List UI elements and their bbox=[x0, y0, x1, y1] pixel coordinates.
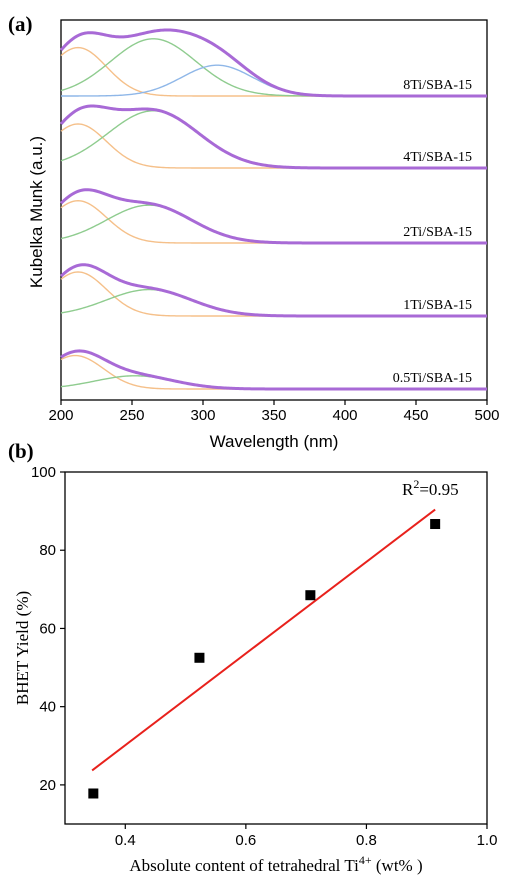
data-point-3 bbox=[305, 590, 315, 600]
x-tick-label-350: 350 bbox=[261, 407, 286, 424]
x-tick-label-450: 450 bbox=[403, 407, 428, 424]
panel-b-label: (b) bbox=[8, 439, 34, 463]
data-point-2 bbox=[194, 653, 204, 663]
x-tick-label-250: 250 bbox=[119, 407, 144, 424]
panel-b-x-ticks: 0.4 0.6 0.8 1.0 bbox=[115, 824, 498, 849]
x-tick-label-1: 1.0 bbox=[477, 832, 498, 849]
panel-a-label: (a) bbox=[8, 12, 33, 36]
x-tick-label-0.8: 0.8 bbox=[356, 832, 377, 849]
panel-a-series-labels: 8Ti/SBA-15 4Ti/SBA-15 2Ti/SBA-15 1Ti/SBA-15… bbox=[393, 78, 472, 386]
data-point-1 bbox=[88, 788, 98, 798]
panel-b-y-ticks: 20 40 60 80 100 bbox=[31, 464, 65, 794]
panel-a-x-axis-label: Wavelength (nm) bbox=[210, 432, 339, 451]
x-tick-label-0.6: 0.6 bbox=[235, 832, 256, 849]
4ti-sba-15-label: 4Ti/SBA-15 bbox=[403, 150, 472, 165]
x-tick-label-400: 400 bbox=[332, 407, 357, 424]
y-tick-label-20: 20 bbox=[39, 777, 56, 794]
panel-a: (a) 200 250 300 350 400 450 500 8Ti/SBA-15 4Ti/… bbox=[8, 12, 500, 451]
panel-b-y-axis-label: BHET Yield (%) bbox=[13, 591, 32, 705]
linear-fit-line bbox=[92, 510, 435, 771]
0-5ti-sba-15-label: 0.5Ti/SBA-15 bbox=[393, 371, 472, 386]
y-tick-label-100: 100 bbox=[31, 464, 56, 481]
r-squared-annotation: R2=0.95 bbox=[402, 477, 459, 499]
y-tick-label-80: 80 bbox=[39, 542, 56, 559]
panel-a-frame bbox=[61, 20, 487, 400]
y-tick-label-60: 60 bbox=[39, 620, 56, 637]
panel-b-frame bbox=[65, 472, 487, 824]
8ti-sba-15-label: 8Ti/SBA-15 bbox=[403, 78, 472, 93]
y-tick-label-40: 40 bbox=[39, 699, 56, 716]
x-tick-label-0.4: 0.4 bbox=[115, 832, 136, 849]
x-tick-label-200: 200 bbox=[48, 407, 73, 424]
x-tick-label-300: 300 bbox=[190, 407, 215, 424]
data-point-4 bbox=[430, 519, 440, 529]
1ti-sba-15-label: 1Ti/SBA-15 bbox=[403, 298, 472, 313]
panel-b-points bbox=[88, 519, 440, 798]
x-tick-label-500: 500 bbox=[474, 407, 499, 424]
panel-b-x-axis-label: Absolute content of tetrahedral Ti4+ (wt… bbox=[129, 853, 422, 875]
panel-b: (b) 0.4 0.6 0.8 1.0 20 40 60 80 100 R2=0.95 Abs… bbox=[8, 439, 497, 875]
2ti-sba-15-label: 2Ti/SBA-15 bbox=[403, 225, 472, 240]
panel-a-y-axis-label: Kubelka Munk (a.u.) bbox=[27, 136, 46, 288]
panel-a-x-ticks: 200 250 300 350 400 450 500 bbox=[48, 400, 499, 424]
panel-b-fit bbox=[92, 510, 435, 771]
